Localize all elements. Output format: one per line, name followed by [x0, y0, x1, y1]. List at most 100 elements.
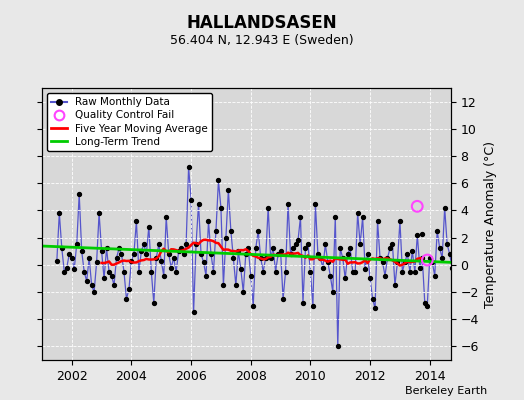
Point — [227, 228, 235, 234]
Point — [80, 268, 89, 275]
Legend: Raw Monthly Data, Quality Control Fail, Five Year Moving Average, Long-Term Tren: Raw Monthly Data, Quality Control Fail, … — [47, 93, 212, 151]
Point — [348, 268, 357, 275]
Point — [207, 251, 215, 257]
Point — [209, 268, 217, 275]
Point — [316, 255, 324, 261]
Point — [254, 228, 263, 234]
Point — [100, 275, 108, 282]
Point — [266, 255, 275, 261]
Point — [406, 268, 414, 275]
Point — [371, 305, 379, 312]
Point — [72, 241, 81, 248]
Point — [453, 255, 461, 261]
Point — [401, 259, 409, 265]
Point — [247, 272, 255, 279]
Point — [252, 245, 260, 252]
Y-axis label: Temperature Anomaly (°C): Temperature Anomaly (°C) — [484, 140, 497, 308]
Point — [65, 251, 73, 257]
Point — [461, 232, 469, 238]
Point — [376, 255, 384, 261]
Point — [182, 241, 190, 248]
Point — [78, 248, 86, 254]
Point — [219, 282, 227, 288]
Point — [122, 296, 130, 302]
Point — [212, 228, 220, 234]
Point — [276, 248, 285, 254]
Point — [107, 272, 116, 279]
Point — [465, 248, 474, 254]
Point — [421, 300, 429, 306]
Point — [202, 272, 210, 279]
Point — [358, 214, 367, 220]
Point — [194, 200, 203, 207]
Point — [132, 218, 140, 224]
Point — [115, 245, 123, 252]
Point — [291, 241, 300, 248]
Point — [112, 255, 121, 261]
Point — [321, 241, 330, 248]
Point — [383, 255, 391, 261]
Point — [147, 268, 156, 275]
Point — [448, 264, 456, 271]
Point — [102, 245, 111, 252]
Text: Berkeley Earth: Berkeley Earth — [405, 386, 487, 396]
Point — [311, 200, 320, 207]
Point — [75, 191, 83, 197]
Point — [239, 289, 247, 295]
Point — [423, 302, 431, 309]
Point — [314, 251, 322, 257]
Point — [393, 259, 401, 265]
Point — [324, 259, 332, 265]
Point — [88, 282, 96, 288]
Point — [296, 214, 304, 220]
Point — [177, 245, 185, 252]
Point — [159, 272, 168, 279]
Point — [381, 272, 389, 279]
Point — [458, 268, 466, 275]
Point — [431, 272, 439, 279]
Point — [274, 251, 282, 257]
Point — [451, 248, 459, 254]
Point — [289, 245, 297, 252]
Point — [92, 259, 101, 265]
Point — [326, 272, 334, 279]
Point — [294, 237, 302, 244]
Point — [435, 245, 444, 252]
Point — [259, 268, 267, 275]
Point — [354, 210, 362, 216]
Point — [140, 241, 148, 248]
Text: 56.404 N, 12.943 E (Sweden): 56.404 N, 12.943 E (Sweden) — [170, 34, 354, 47]
Point — [388, 241, 397, 248]
Point — [105, 268, 113, 275]
Point — [110, 282, 118, 288]
Point — [222, 234, 230, 241]
Point — [214, 177, 223, 184]
Point — [261, 255, 270, 261]
Point — [331, 214, 340, 220]
Point — [85, 255, 93, 261]
Point — [386, 245, 394, 252]
Point — [242, 251, 250, 257]
Point — [364, 251, 372, 257]
Point — [179, 251, 188, 257]
Point — [130, 251, 138, 257]
Point — [137, 248, 146, 254]
Point — [413, 232, 421, 238]
Point — [339, 255, 347, 261]
Point — [334, 343, 342, 350]
Point — [217, 204, 225, 211]
Point — [468, 241, 476, 248]
Point — [52, 258, 61, 264]
Point — [396, 218, 404, 224]
Point — [319, 264, 327, 271]
Point — [142, 251, 150, 257]
Point — [378, 259, 387, 265]
Point — [95, 210, 103, 216]
Point — [284, 200, 292, 207]
Point — [60, 268, 69, 275]
Point — [403, 251, 411, 257]
Point — [224, 187, 233, 193]
Point — [441, 204, 449, 211]
Point — [366, 275, 374, 282]
Point — [346, 245, 354, 252]
